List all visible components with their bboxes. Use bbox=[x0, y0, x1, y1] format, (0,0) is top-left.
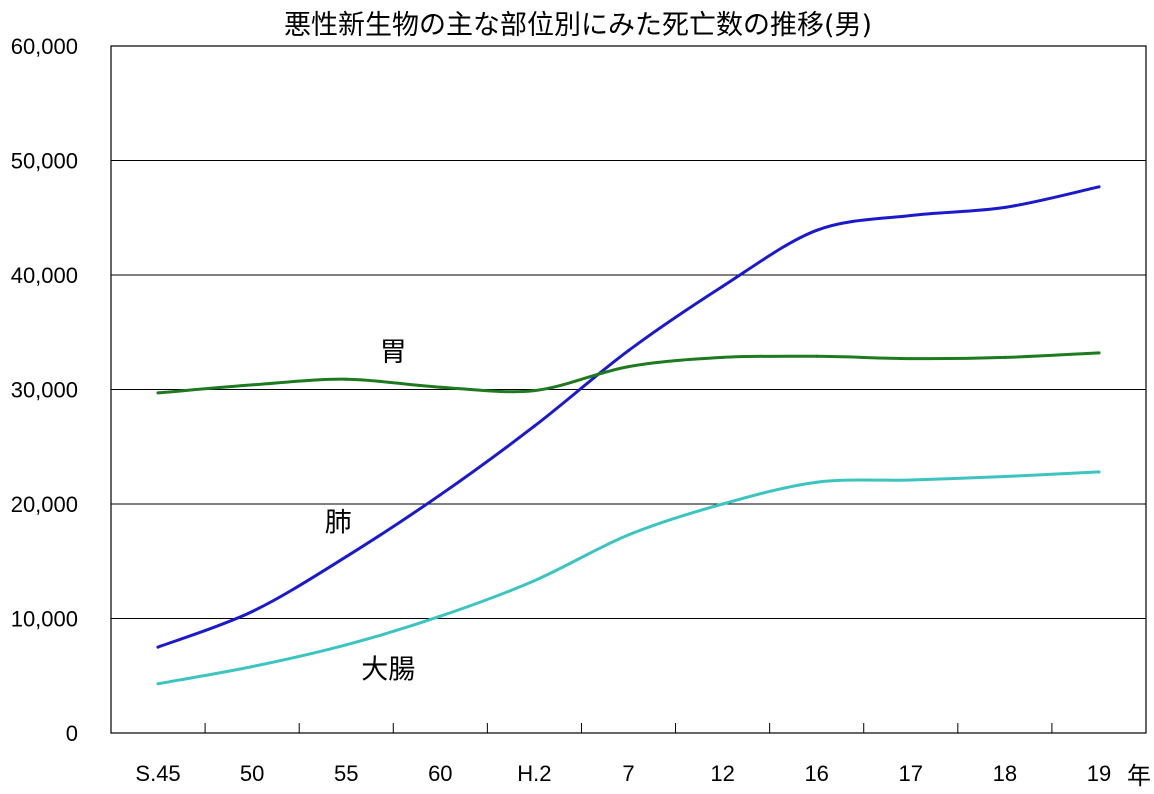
data-point bbox=[532, 389, 536, 393]
data-point bbox=[909, 478, 913, 482]
x-tick-label: 12 bbox=[710, 761, 734, 786]
data-point bbox=[1003, 205, 1007, 209]
data-point bbox=[815, 480, 819, 484]
x-tick-label: 50 bbox=[240, 761, 264, 786]
x-tick-label: 18 bbox=[993, 761, 1017, 786]
series-lines bbox=[156, 185, 1101, 686]
data-point bbox=[156, 682, 160, 686]
series-line-1 bbox=[156, 351, 1101, 395]
data-point bbox=[627, 533, 630, 537]
series-label: 大腸 bbox=[361, 655, 415, 686]
data-point bbox=[721, 502, 725, 506]
data-point bbox=[815, 354, 819, 358]
chart-title: 悪性新生物の主な部位別にみた死亡数の推移(男) bbox=[284, 10, 872, 41]
data-point bbox=[344, 555, 348, 559]
data-point bbox=[344, 377, 348, 381]
data-point bbox=[438, 493, 442, 497]
y-tick-label: 60,000 bbox=[11, 34, 78, 59]
series-line-0 bbox=[156, 185, 1101, 649]
data-point bbox=[156, 645, 160, 649]
data-point bbox=[815, 228, 819, 232]
x-axis-unit-label: 年 bbox=[1127, 762, 1151, 790]
series-label: 肺 bbox=[325, 508, 352, 539]
data-point bbox=[1097, 185, 1101, 189]
y-axis-tick-labels: 0 10,000 20,000 30,000 40,000 50,000 60,000 bbox=[11, 34, 78, 746]
series-labels: 肺 胃大腸 bbox=[325, 337, 416, 685]
data-point bbox=[721, 355, 725, 359]
data-point bbox=[438, 614, 442, 618]
plot-area-frame bbox=[110, 45, 1147, 734]
x-tick-label: 60 bbox=[428, 761, 452, 786]
y-tick-label: 10,000 bbox=[11, 607, 78, 632]
axis-ticks bbox=[204, 723, 1053, 733]
data-point bbox=[532, 579, 536, 583]
data-point bbox=[909, 357, 913, 361]
gridlines bbox=[111, 160, 1146, 619]
data-point bbox=[438, 385, 442, 389]
series-label: 胃 bbox=[380, 337, 407, 368]
x-tick-label: 16 bbox=[804, 761, 828, 786]
x-tick-label: 55 bbox=[334, 761, 358, 786]
x-tick-label: H.2 bbox=[517, 761, 551, 786]
data-point bbox=[1097, 351, 1101, 355]
data-point bbox=[250, 665, 254, 669]
x-tick-label: 7 bbox=[622, 761, 634, 786]
data-point bbox=[1097, 470, 1101, 474]
data-point bbox=[532, 424, 536, 428]
data-point bbox=[909, 213, 913, 217]
data-point bbox=[250, 383, 254, 387]
data-point bbox=[627, 365, 630, 369]
x-tick-label: 17 bbox=[899, 761, 923, 786]
data-point bbox=[627, 349, 630, 353]
data-point bbox=[1003, 355, 1007, 359]
y-tick-label: 30,000 bbox=[11, 378, 78, 403]
data-point bbox=[250, 610, 254, 614]
x-tick-label: 19 bbox=[1087, 761, 1111, 786]
x-axis-tick-labels: S.45 50 55 60 H.2 7 12 16 17 18 19 bbox=[135, 761, 1111, 786]
data-point bbox=[344, 643, 348, 647]
y-tick-label: 50,000 bbox=[11, 149, 78, 174]
data-point bbox=[721, 284, 725, 288]
y-tick-label: 0 bbox=[66, 721, 78, 746]
data-point bbox=[1003, 475, 1007, 479]
y-tick-label: 40,000 bbox=[11, 263, 78, 288]
data-point bbox=[156, 391, 160, 395]
y-tick-label: 20,000 bbox=[11, 492, 78, 517]
x-tick-label: S.45 bbox=[135, 761, 180, 786]
